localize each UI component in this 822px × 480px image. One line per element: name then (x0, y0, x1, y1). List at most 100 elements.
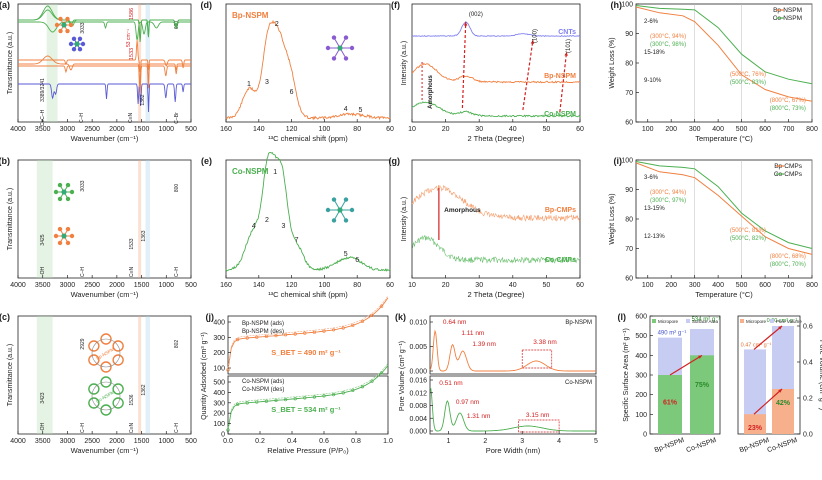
panel-l-value: 534 m² g⁻¹ (692, 317, 721, 323)
panel-i-point: (800°C, 68%) (770, 254, 806, 260)
panel-d-x-tick-label: 100 (319, 126, 331, 133)
panel-k-frame-top (429, 315, 597, 375)
panel-a-annotation: 53 cm⁻¹ (126, 29, 132, 47)
panel-j-x-tick-label: 1.0 (383, 438, 393, 445)
atom (53, 189, 59, 195)
panel-j-point (380, 371, 384, 375)
panel-b-x-tick-label: 3500 (35, 282, 51, 289)
panel-c-xlabel: Wavenumber (cm⁻¹) (71, 446, 139, 455)
panel-j-point (264, 399, 269, 403)
panel-e-peak-label: 7 (295, 237, 299, 244)
panel-b-annotation: 800 (174, 184, 180, 193)
panel-k-x-tick-label: 5 (594, 438, 598, 445)
panel-e-title: Co-NSPM (232, 167, 269, 176)
atom (74, 41, 80, 47)
panel-j-point (303, 331, 307, 335)
panel-k-peak-label: 1.39 nm (472, 341, 496, 348)
panel-l-y-left-tick-label: 100 (635, 412, 647, 419)
atom (69, 233, 75, 239)
panel-j-point (360, 319, 365, 323)
panel-l-ylabel-left: Specific Surface Area (m² g⁻¹) (623, 328, 630, 422)
panel-j-point (255, 335, 259, 339)
network-node (112, 397, 124, 409)
panel-c-x-tick-label: 1000 (158, 438, 174, 445)
panel-h-point: (300°C, 98%) (650, 42, 686, 48)
panel-f-label: (f) (391, 0, 400, 10)
panel-a-annotation: 3389/3241 (40, 78, 46, 102)
panel-i-label: (i) (614, 156, 623, 166)
network-ring (91, 381, 121, 411)
network-node (100, 376, 112, 388)
panel-b-annotation: 3425 (40, 234, 46, 245)
panel-j-point (236, 402, 240, 406)
panel-f-legend: Co-NSPM (544, 111, 576, 118)
panel-j-legend: Bp-NSPM (des) (242, 329, 284, 335)
panel-b-annotation: 3033 (80, 180, 86, 191)
atom (61, 189, 67, 195)
panel-l-trend-arrow-head (698, 355, 702, 359)
panel-j-point (322, 329, 326, 333)
atom (57, 240, 63, 246)
panel-c-x-tick-label: 2000 (109, 438, 125, 445)
atom (57, 182, 63, 188)
network-icon (88, 376, 124, 416)
panel-l-y-left-tick-label: 500 (635, 333, 647, 340)
molecule-structure (54, 16, 74, 34)
panel-j-point (322, 394, 326, 398)
panel-d-x-tick-label: 140 (253, 126, 265, 133)
panel-l-trend-arrow (753, 388, 783, 415)
panel-a-annotation: 1586 (129, 8, 135, 20)
panel-e-x-tick-label: 160 (220, 282, 232, 289)
atom (68, 41, 74, 47)
panel-f-ylabel: Intensity (a.u.) (401, 41, 408, 85)
panel-a-x-tick-label: 4000 (10, 126, 26, 133)
panel-l-percent: 42% (776, 400, 791, 407)
panel-b-band (138, 160, 142, 278)
panel-i-range: 12-13% (644, 234, 665, 240)
atom (58, 28, 63, 34)
panel-j-y-top-tick-label: 100 (213, 366, 225, 373)
panel-c-annotation: C–H (80, 423, 86, 433)
panel-j-bp-des (227, 295, 389, 369)
atom (68, 22, 74, 28)
panel-i-legend: Co-CMPs (774, 171, 803, 178)
panel-j-x-tick-label: 0.6 (319, 438, 329, 445)
panel-i-x-tick-label: 700 (783, 282, 795, 289)
panel-b-x-tick-label: 4000 (10, 282, 26, 289)
panel-k-y-bottom-tick-label: 0.012 (409, 390, 427, 397)
panel-a-xlabel: Wavenumber (cm⁻¹) (71, 134, 139, 143)
atom (343, 56, 349, 61)
panel-c-band (138, 316, 142, 434)
panel-b-x-tick-label: 3000 (60, 282, 76, 289)
panel-l-legend: Pore Volume (776, 319, 802, 324)
panel-c-annotation: 2929 (80, 338, 86, 349)
panel-j-point (284, 333, 288, 337)
atom (71, 36, 77, 42)
panel-f-x-tick-label: 50 (543, 126, 551, 133)
panel-h-x-tick-label: 200 (665, 126, 677, 133)
panel-j-point (341, 391, 345, 395)
panel-f-arrow-head (564, 52, 568, 56)
panel-j-point (255, 400, 259, 404)
molecule-structure (325, 35, 355, 61)
panel-d-x-tick-label: 60 (386, 126, 394, 133)
panel-e-x-tick-label: 120 (286, 282, 298, 289)
panel-c-band (145, 316, 150, 434)
atom (69, 189, 75, 195)
network-icon (88, 333, 124, 373)
panel-i-y-tick-label: 60 (625, 276, 633, 283)
panel-k-y-top-tick-label: 0.010 (409, 320, 427, 327)
panel-k-y-bottom-tick-label: 0.000 (409, 429, 427, 436)
panel-d-frame (225, 3, 391, 123)
panel-e-spectrum (225, 151, 391, 272)
panel-d-peak-label: 2 (275, 21, 279, 28)
panel-e-x-tick-label: 140 (253, 282, 265, 289)
panel-j-point (293, 397, 297, 401)
atom (65, 226, 71, 232)
network-node (100, 333, 112, 345)
panel-c-x-tick-label: 1500 (134, 438, 150, 445)
panel-k-peak-label: 1.11 nm (461, 330, 484, 337)
panel-h-x-tick-label: 100 (642, 126, 654, 133)
panel-j-sbet: S_BET = 490 m² g⁻¹ (271, 348, 341, 357)
panel-j-x-tick-label: 0.2 (255, 438, 265, 445)
